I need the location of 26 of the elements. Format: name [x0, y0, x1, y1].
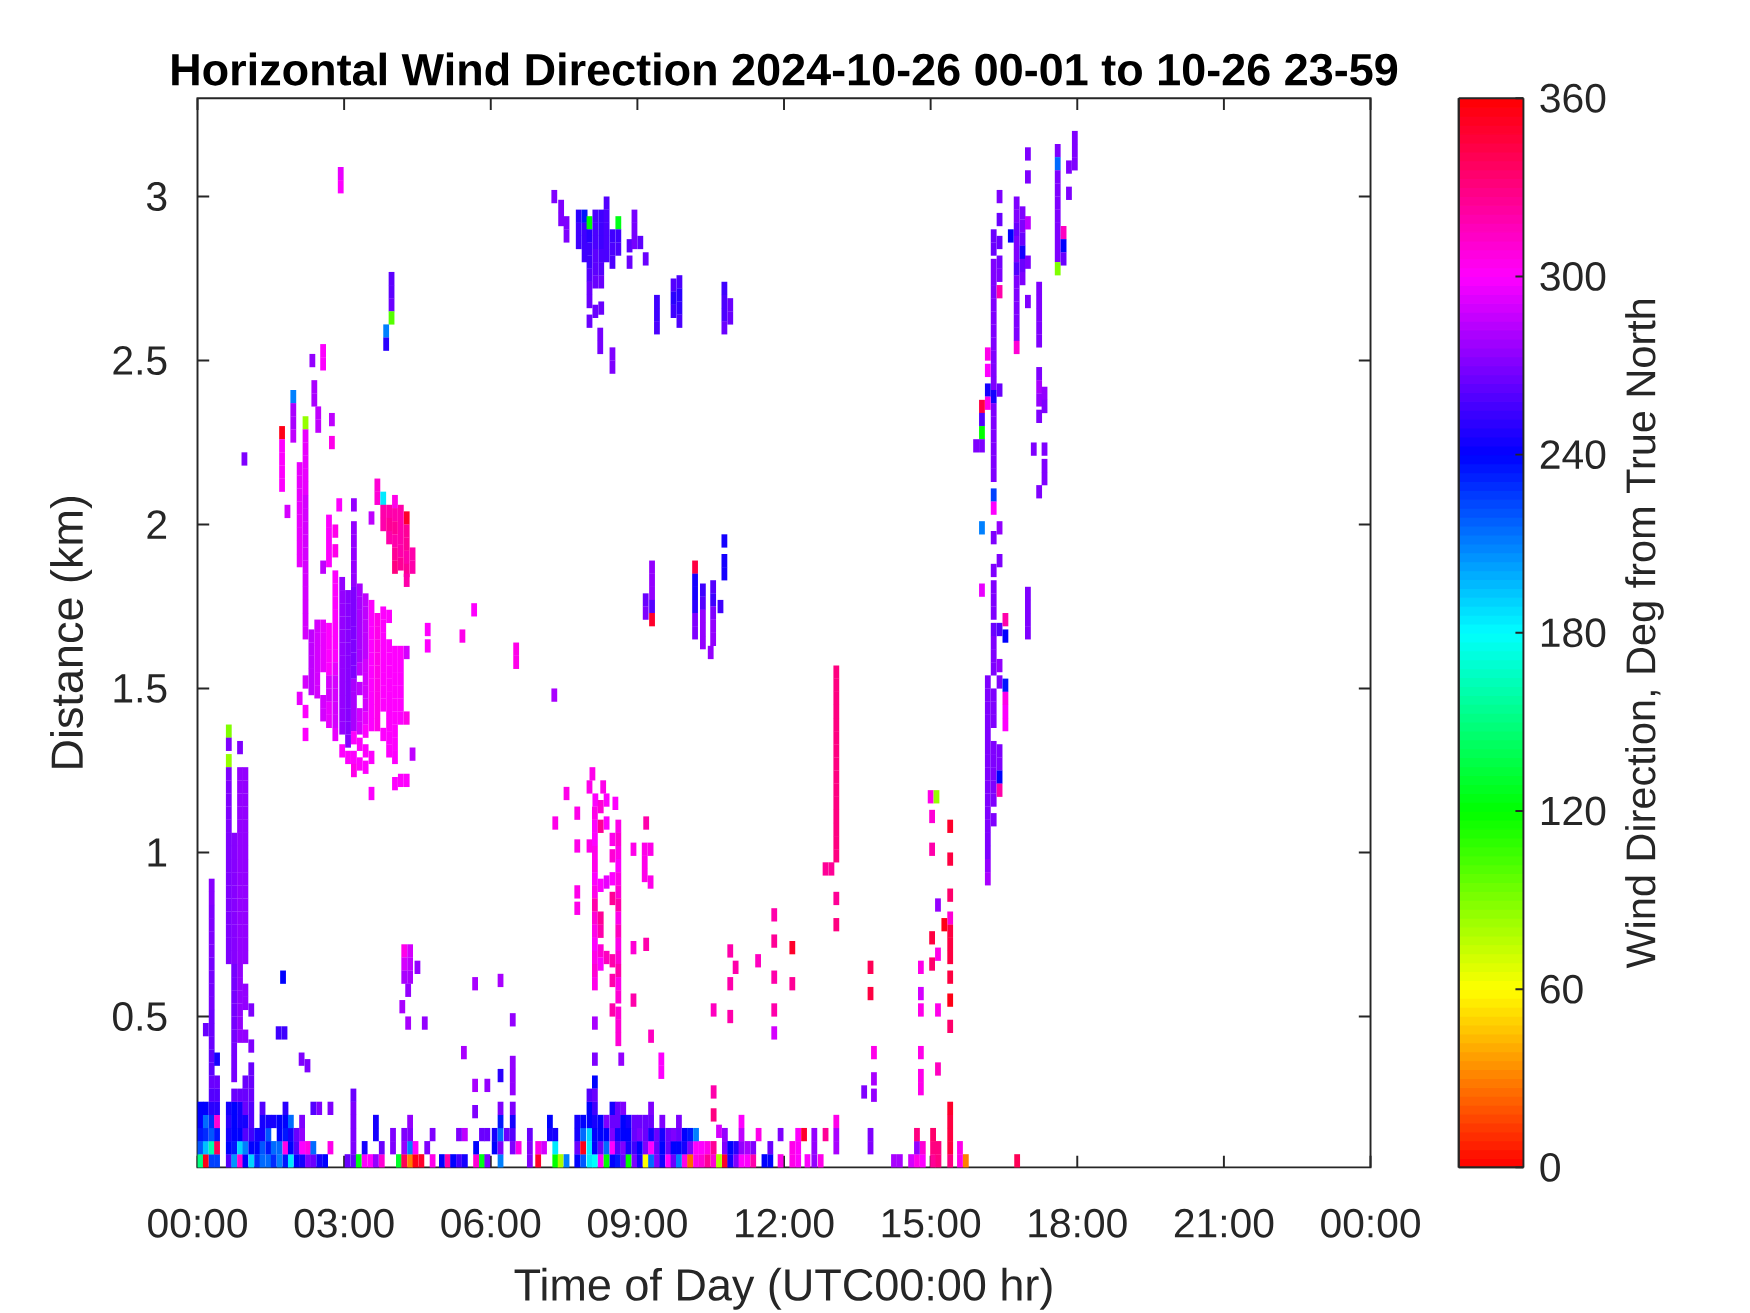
- x-tick-label: 15:00: [882, 1208, 981, 1238]
- y-tick-label: 2.5: [113, 346, 167, 375]
- x-axis-title: Time of Day (UTC00:00 hr): [514, 1267, 1052, 1310]
- color-bar-label: 300: [1540, 261, 1606, 291]
- x-tick-label: 03:00: [294, 1208, 394, 1238]
- x-tick-label: 21:00: [1174, 1208, 1274, 1238]
- color-bar-label: 360: [1540, 83, 1606, 113]
- x-tick-label: 09:00: [587, 1208, 687, 1238]
- y-axis-title: Distance (km): [50, 496, 92, 768]
- x-tick-label: 18:00: [1029, 1208, 1127, 1238]
- color-bar-label: 240: [1540, 440, 1606, 470]
- color-bar-label: 60: [1540, 974, 1583, 1004]
- color-bar-label: 0: [1540, 1152, 1560, 1182]
- y-tick-label: 2: [147, 510, 167, 539]
- color-bar-title: Wind Direction, Deg from True North: [1625, 299, 1664, 969]
- x-tick-label: 00:00: [148, 1208, 247, 1238]
- x-tick-label: 00:00: [1321, 1208, 1420, 1238]
- y-tick-label: 3: [146, 182, 167, 211]
- chart-title: Horizontal Wind Direction 2024-10-26 00-01 to 10-26 23-59: [172, 52, 1398, 86]
- color-bar-label: 120: [1541, 796, 1606, 826]
- x-tick-label: 12:00: [736, 1208, 834, 1238]
- y-tick-label: 1.5: [114, 674, 167, 703]
- y-tick-label: 1: [148, 838, 167, 867]
- color-bar-label: 180: [1541, 618, 1606, 648]
- y-tick-label: 0.5: [113, 1002, 167, 1031]
- x-tick-label: 06:00: [441, 1208, 541, 1238]
